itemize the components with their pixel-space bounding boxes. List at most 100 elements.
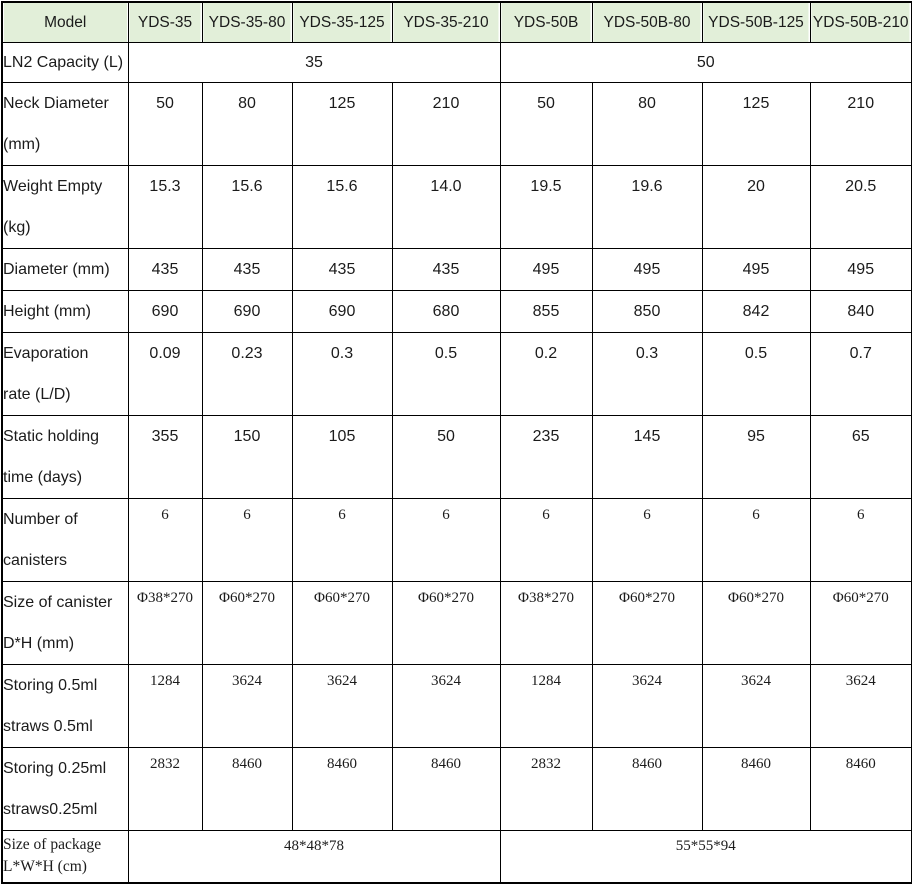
value-cell: 50 [391,415,501,499]
value-cell: 8460 [291,747,393,831]
value-cell: 8460 [701,747,811,831]
value-cell: 690 [201,290,293,333]
row-label-diameter: Diameter (mm) [1,248,129,291]
label-line: Size of canister [3,594,113,611]
value-cell: Φ60*270 [809,581,912,665]
value-cell: 0.09 [127,332,203,416]
value-cell: 495 [701,248,811,291]
value-cell: 14.0 [391,165,501,249]
row-label-storing-0-25ml: Storing 0.25ml straws0.25ml [1,747,129,831]
value-cell: 235 [499,415,593,499]
row-label-storing-0-5ml: Storing 0.5ml straws 0.5ml [1,664,129,748]
row-weight-empty: Weight Empty (kg) 15.3 15.6 15.6 14.0 19… [1,165,912,249]
header-cell-yds-35: YDS-35 [127,1,203,43]
value-cell: 1284 [127,664,203,748]
value-cell: 210 [391,82,501,166]
value-cell: 680 [391,290,501,333]
value-cell: 6 [127,498,203,582]
value-cell: 50 [499,42,912,83]
value-cell: 50 [499,82,593,166]
value-cell: 840 [809,290,912,333]
value-cell: 8460 [591,747,703,831]
value-cell: 0.3 [291,332,393,416]
label-line: canisters [3,552,68,569]
value-cell: 1284 [499,664,593,748]
value-cell: 3624 [391,664,501,748]
value-cell: 690 [291,290,393,333]
header-cell-model: Model [1,1,129,43]
label-line: Static holding [3,428,100,445]
header-cell-yds-50b-125: YDS-50B-125 [701,1,811,43]
value-cell: 105 [291,415,393,499]
row-label-canister-size: Size of canister D*H (mm) [1,581,129,665]
header-cell-yds-50b: YDS-50B [499,1,593,43]
row-label-package-size: Size of package L*W*H (cm) [1,830,129,884]
value-cell: 20.5 [809,165,912,249]
value-cell: 6 [809,498,912,582]
value-cell: 80 [591,82,703,166]
value-cell: 125 [291,82,393,166]
row-diameter: Diameter (mm) 435 435 435 435 495 495 49… [1,248,912,291]
value-cell: 80 [201,82,293,166]
value-cell: 6 [201,498,293,582]
row-label-static-holding-time: Static holding time (days) [1,415,129,499]
label-line: Size of package [3,836,102,853]
value-cell: 210 [809,82,912,166]
value-cell: 842 [701,290,811,333]
value-cell: 435 [201,248,293,291]
value-cell: 6 [499,498,593,582]
value-cell: 3624 [701,664,811,748]
value-cell: 0.5 [391,332,501,416]
row-label-number-of-canisters: Number of canisters [1,498,129,582]
label-line: straws0.25ml [3,801,98,818]
value-cell: 690 [127,290,203,333]
value-cell: 355 [127,415,203,499]
label-line: straws 0.5ml [3,718,93,735]
row-label-neck-diameter: Neck Diameter (mm) [1,82,129,166]
value-cell: Φ60*270 [701,581,811,665]
value-cell: 145 [591,415,703,499]
row-height: Height (mm) 690 690 690 680 855 850 842 … [1,290,912,333]
label-line: Storing 0.5ml [3,677,98,694]
value-cell: 0.23 [201,332,293,416]
label-line: rate (L/D) [3,386,71,403]
value-cell: Φ60*270 [201,581,293,665]
label-line: Weight Empty [3,178,103,195]
value-cell: 6 [291,498,393,582]
value-cell: 15.6 [291,165,393,249]
value-cell: 150 [201,415,293,499]
value-cell: 8460 [201,747,293,831]
row-static-holding-time: Static holding time (days) 355 150 105 5… [1,415,912,499]
value-cell: 495 [809,248,912,291]
row-label-evaporation-rate: Evaporation rate (L/D) [1,332,129,416]
value-cell: 435 [391,248,501,291]
header-cell-yds-35-210: YDS-35-210 [391,1,501,43]
value-cell: 19.5 [499,165,593,249]
row-package-size: Size of package L*W*H (cm) 48*48*78 55*5… [1,830,912,884]
value-cell: 6 [391,498,501,582]
value-cell: 20 [701,165,811,249]
value-cell: 435 [127,248,203,291]
label-line: time (days) [3,469,83,486]
value-cell: 0.5 [701,332,811,416]
value-cell: 19.6 [591,165,703,249]
value-cell: Φ38*270 [127,581,203,665]
row-number-of-canisters: Number of canisters 6 6 6 6 6 6 6 6 [1,498,912,582]
value-cell: 35 [127,42,501,83]
value-cell: 495 [499,248,593,291]
row-canister-size: Size of canister D*H (mm) Φ38*270 Φ60*27… [1,581,912,665]
value-cell: 3624 [809,664,912,748]
value-cell: 55*55*94 [499,830,912,884]
value-cell: 65 [809,415,912,499]
value-cell: 2832 [127,747,203,831]
header-cell-yds-50b-210: YDS-50B-210 [809,1,912,43]
value-cell: 3624 [291,664,393,748]
value-cell: 3624 [591,664,703,748]
row-ln2-capacity: LN2 Capacity (L) 35 50 [1,42,912,83]
value-cell: Φ60*270 [391,581,501,665]
value-cell: 855 [499,290,593,333]
value-cell: 0.3 [591,332,703,416]
value-cell: Φ60*270 [591,581,703,665]
value-cell: 95 [701,415,811,499]
